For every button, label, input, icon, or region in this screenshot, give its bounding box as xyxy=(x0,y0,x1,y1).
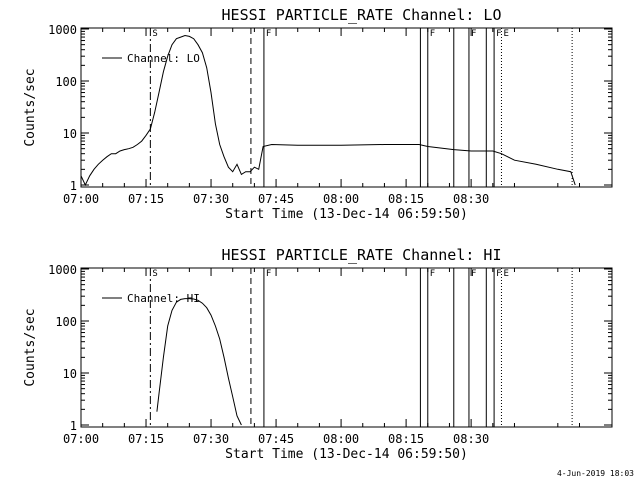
marker-label: E xyxy=(503,269,508,279)
x-tick-label: 08:30 xyxy=(453,192,489,206)
legend-label: Channel: LO xyxy=(127,52,200,65)
x-tick-label: 07:00 xyxy=(63,192,99,206)
marker-label: F xyxy=(266,269,271,279)
marker-label: F xyxy=(471,269,476,279)
y-tick-label: 1000 xyxy=(48,263,77,277)
x-tick-label: 08:00 xyxy=(323,192,359,206)
x-tick-label: 07:30 xyxy=(193,192,229,206)
chart-panel-1: HESSI PARTICLE_RATE Channel: HI 07:00 07:1… xyxy=(23,246,613,462)
x-tick-label: 07:45 xyxy=(258,432,294,446)
series-line xyxy=(156,298,242,426)
x-tick-label: 07:30 xyxy=(193,432,229,446)
x-tick-label: 08:30 xyxy=(453,432,489,446)
x-tick-label: 08:15 xyxy=(388,192,424,206)
marker-label: F xyxy=(430,269,435,279)
footer-timestamp: 4-Jun-2019 18:03 xyxy=(556,469,634,478)
y-tick-label: 100 xyxy=(55,75,77,89)
marker-label: F xyxy=(471,29,476,39)
marker-label: F xyxy=(496,269,501,279)
marker-label: F xyxy=(496,29,501,39)
y-tick-label: 10 xyxy=(63,127,77,141)
marker-label: F xyxy=(430,29,435,39)
marker-label: S xyxy=(152,269,157,279)
x-tick-label: 08:15 xyxy=(388,432,424,446)
x-tick-label: 08:00 xyxy=(323,432,359,446)
chart-title: HESSI PARTICLE_RATE Channel: LO xyxy=(222,6,502,24)
marker-label: S xyxy=(152,29,157,39)
chart-title: HESSI PARTICLE_RATE Channel: HI xyxy=(222,246,502,264)
plot-frame xyxy=(80,267,613,428)
x-axis-label: Start Time (13-Dec-14 06:59:50) xyxy=(225,447,468,462)
x-tick-label: 07:45 xyxy=(258,192,294,206)
y-tick-label: 10 xyxy=(63,367,77,381)
y-tick-label: 1 xyxy=(70,419,77,433)
y-tick-label: 100 xyxy=(55,315,77,329)
x-axis-label: Start Time (13-Dec-14 06:59:50) xyxy=(225,207,468,222)
y-axis-label: Counts/sec xyxy=(23,68,38,146)
legend-label: Channel: HI xyxy=(127,292,200,305)
chart-panel-0: HESSI PARTICLE_RATE Channel: LO 07:00 07:1… xyxy=(23,6,613,222)
y-axis-label: Counts/sec xyxy=(23,308,38,386)
marker-label: F xyxy=(266,29,271,39)
y-tick-label: 1000 xyxy=(48,23,77,37)
series-line xyxy=(80,34,576,187)
x-tick-label: 07:00 xyxy=(63,432,99,446)
marker-label: E xyxy=(503,29,508,39)
x-tick-label: 07:15 xyxy=(128,192,164,206)
y-tick-label: 1 xyxy=(70,179,77,193)
plot-frame xyxy=(80,27,613,188)
x-tick-label: 07:15 xyxy=(128,432,164,446)
